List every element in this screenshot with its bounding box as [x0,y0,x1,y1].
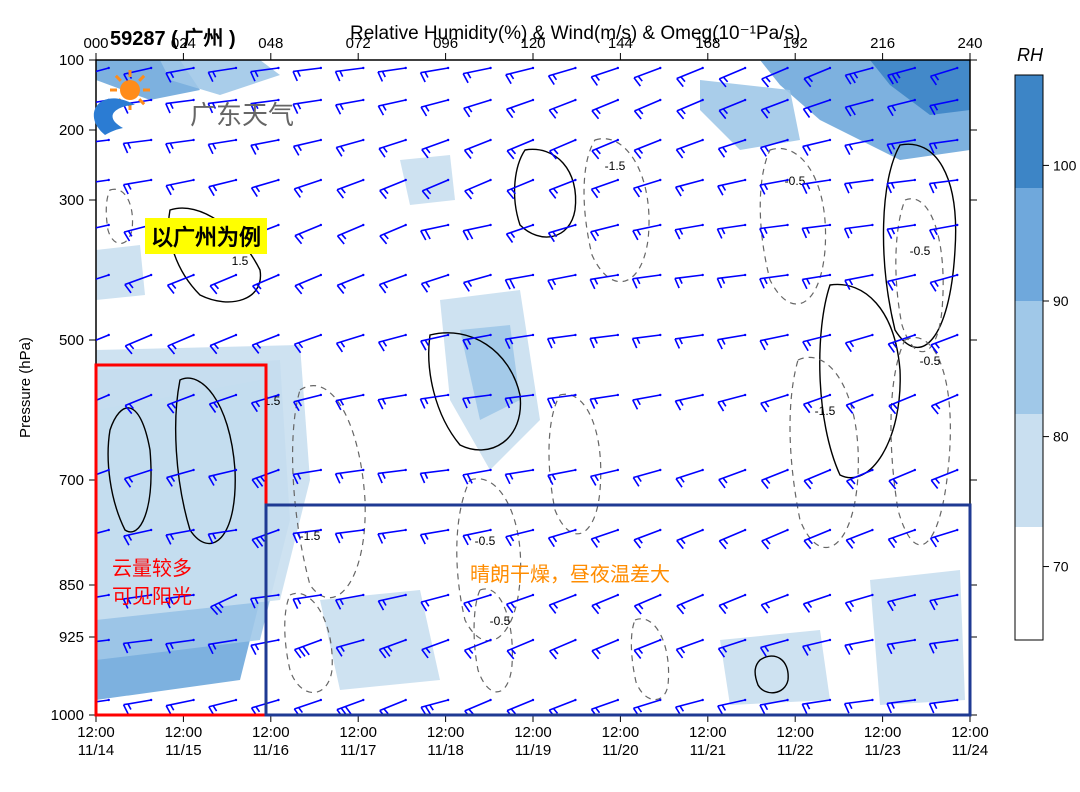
xtick-date: 11/20 [602,742,638,759]
ytick-label: 1000 [51,707,84,724]
ytick-label: 100 [59,52,84,69]
xtick-top: 048 [258,35,283,52]
example-highlight-label: 以广州为例 [145,218,267,254]
xtick-date: 11/22 [777,742,813,759]
xtick-time: 12:00 [864,724,902,741]
xtick-time: 12:00 [776,724,814,741]
xtick-time: 12:00 [165,724,203,741]
xtick-time: 12:00 [689,724,727,741]
ytick-label: 925 [59,629,84,646]
colorbar-segment [1015,75,1043,188]
xtick-top: 216 [870,35,895,52]
colorbar-tick: 80 [1053,429,1069,445]
ytick-label: 200 [59,122,84,139]
contour-label: -0.5 [475,534,496,548]
xtick-date: 11/21 [690,742,726,759]
xtick-date: 11/24 [952,742,988,759]
xtick-time: 12:00 [951,724,989,741]
colorbar-segment [1015,414,1043,527]
red-box-caption: 云量较多 可见阳光 [112,555,192,611]
blue-box-caption: 晴朗干燥，昼夜温差大 [470,558,670,587]
colorbar-segment [1015,301,1043,414]
colorbar-tick: 90 [1053,293,1069,309]
xtick-date: 11/17 [340,742,376,759]
xtick-time: 12:00 [427,724,465,741]
xtick-time: 12:00 [602,724,640,741]
contour-label: -0.5 [920,354,941,368]
title-station: 59287 ( 广州 ) [110,22,236,51]
contour-label: 1.5 [232,254,249,268]
xtick-time: 12:00 [77,724,115,741]
ytick-label: 300 [59,192,84,209]
ytick-label: 500 [59,332,84,349]
title-variables: Relative Humidity(%) & Wind(m/s) & Omeg(… [350,22,800,45]
xtick-top: 240 [957,35,982,52]
xtick-time: 12:00 [252,724,290,741]
ytick-label: 700 [59,472,84,489]
xtick-date: 11/16 [253,742,289,759]
contour-label: -0.5 [910,244,931,258]
contour-label: -1.5 [815,404,836,418]
colorbar-tick: 100 [1053,157,1077,173]
xtick-time: 12:00 [339,724,377,741]
colorbar-tick: 70 [1053,559,1069,575]
xtick-date: 11/14 [78,742,114,759]
meteogram-chart: 100 200 300 500 700 850 925 1000 Pressure (hPa) 0… [0,0,1080,792]
red-caption-line2: 可见阳光 [112,586,192,608]
ytick-label: 850 [59,577,84,594]
rh-shading [96,60,970,705]
contour-label: -0.5 [490,614,511,628]
xtick-time: 12:00 [514,724,552,741]
red-caption-line1: 云量较多 [112,558,192,580]
xtick-date: 11/19 [515,742,551,759]
xtick-date: 11/18 [427,742,463,759]
yaxis-label: Pressure (hPa) [17,337,34,438]
logo-text: 广东天气 [190,95,294,132]
xtick-date: 11/23 [864,742,900,759]
contour-label: -1.5 [605,159,626,173]
xtick-top: 000 [83,35,108,52]
colorbar-segment [1015,527,1043,640]
colorbar-segment [1015,188,1043,301]
xtick-date: 11/15 [165,742,201,759]
colorbar-label: RH [1017,45,1043,66]
